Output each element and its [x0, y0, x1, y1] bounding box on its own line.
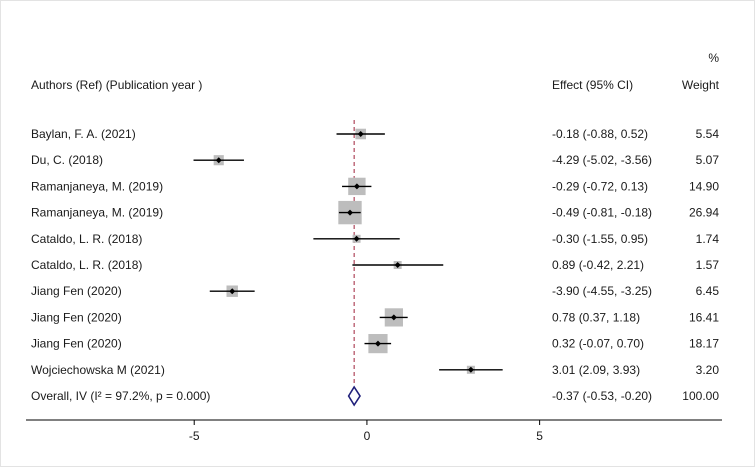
overall-diamond: [347, 385, 361, 407]
study-effect-ci: 0.78 (0.37, 1.18): [552, 310, 640, 324]
study-weight: 1.74: [696, 232, 720, 246]
study-point-estimate: [394, 262, 401, 268]
study-weight: 18.17: [689, 337, 719, 351]
study-point-estimate: [215, 157, 222, 164]
study-weight: 6.45: [696, 284, 720, 298]
study-label: Jiang Fen (2020): [31, 310, 122, 324]
study-point-estimate: [229, 288, 236, 295]
study-label: Baylan, F. A. (2021): [31, 127, 136, 141]
x-axis: -5 0 5: [26, 419, 722, 443]
overall-effect-ci: -0.37 (-0.53, -0.20): [552, 389, 652, 403]
study-effect-ci: -0.18 (-0.88, 0.52): [552, 127, 648, 141]
study-label: Cataldo, L. R. (2018): [31, 232, 142, 246]
study-effect-ci: -0.30 (-1.55, 0.95): [552, 232, 648, 246]
study-label: Ramanjaneya, M. (2019): [31, 179, 163, 193]
study-weight: 16.41: [689, 310, 719, 324]
overall-label: Overall, IV (I² = 97.2%, p = 0.000): [31, 389, 210, 403]
study-weight: 3.20: [696, 363, 720, 377]
study-point-estimate: [374, 340, 381, 347]
study-effect-ci: -0.29 (-0.72, 0.13): [552, 179, 648, 193]
weight-header-top: %: [708, 51, 719, 65]
effect-header: Effect (95% CI): [552, 78, 633, 92]
study-point-estimate: [353, 235, 360, 242]
overall-weight: 100.00: [682, 389, 719, 403]
study-weight: 26.94: [689, 206, 719, 220]
study-effect-ci: -4.29 (-5.02, -3.56): [552, 153, 652, 167]
x-axis-tick-label: -5: [189, 429, 200, 443]
x-axis-tick-label: 0: [364, 429, 371, 443]
study-effect-ci: -0.49 (-0.81, -0.18): [552, 206, 652, 220]
study-label: Wojciechowska M (2021): [31, 363, 165, 377]
study-point-estimate: [390, 314, 397, 321]
study-point-estimate: [467, 366, 474, 373]
study-header: Authors (Ref) (Publication year ): [31, 78, 202, 92]
study-weight: 5.07: [696, 153, 720, 167]
study-rows: Baylan, F. A. (2021) -0.18 (-0.88, 0.52) 5…: [31, 127, 719, 403]
study-label: Ramanjaneya, M. (2019): [31, 206, 163, 220]
weight-header: Weight: [682, 78, 720, 92]
study-label: Jiang Fen (2020): [31, 337, 122, 351]
study-label: Cataldo, L. R. (2018): [31, 258, 142, 272]
study-weight: 5.54: [696, 127, 720, 141]
study-label: Du, C. (2018): [31, 153, 103, 167]
study-weight: 14.90: [689, 179, 719, 193]
study-effect-ci: 0.32 (-0.07, 0.70): [552, 337, 644, 351]
study-point-estimate: [357, 131, 364, 137]
study-effect-ci: 0.89 (-0.42, 2.21): [552, 258, 644, 272]
study-point-estimate: [353, 183, 360, 190]
study-weight: 1.57: [696, 258, 720, 272]
x-axis-tick-label: 5: [536, 429, 543, 443]
study-point-estimate: [346, 209, 353, 216]
study-label: Jiang Fen (2020): [31, 284, 122, 298]
study-effect-ci: 3.01 (2.09, 3.93): [552, 363, 640, 377]
plot-marks: [193, 120, 503, 407]
study-effect-ci: -3.90 (-4.55, -3.25): [552, 284, 652, 298]
